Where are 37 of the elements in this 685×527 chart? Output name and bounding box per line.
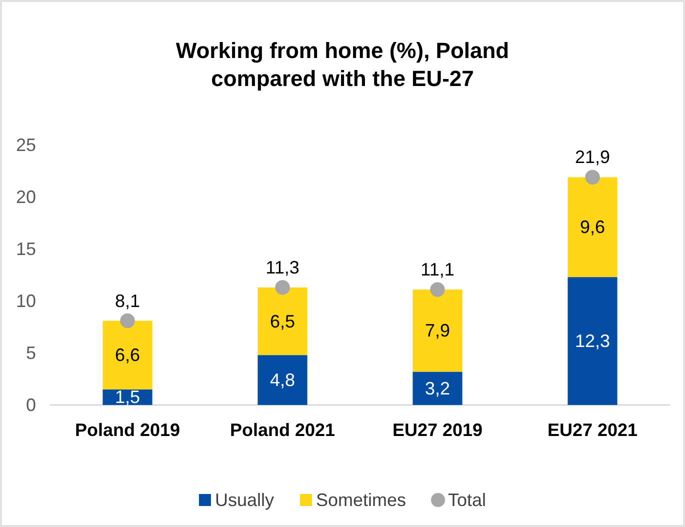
y-tick-label: 5 [26, 342, 36, 363]
y-tick-label: 10 [16, 290, 36, 311]
data-label: 1,5 [114, 387, 140, 408]
data-label: 6,5 [270, 311, 296, 332]
data-label: 4,8 [270, 370, 296, 390]
data-label: 12,3 [574, 331, 610, 352]
bar [568, 277, 618, 405]
x-tick-label: Poland 2021 [230, 420, 336, 440]
data-label: 7,9 [424, 320, 450, 341]
y-tick-label: 20 [16, 186, 36, 207]
legend-label: Total [448, 490, 486, 510]
bar [258, 355, 308, 405]
legend-label: Sometimes [316, 490, 406, 510]
data-label: 9,6 [580, 217, 606, 238]
data-label: 11,3 [266, 257, 300, 278]
x-tick-label: EU27 2019 [392, 420, 483, 440]
point [275, 280, 290, 295]
data-label: 21,9 [574, 147, 610, 168]
point [120, 313, 135, 328]
y-tick-label: 15 [16, 238, 36, 259]
bar [102, 320, 152, 390]
legend-label: Usually [214, 490, 274, 510]
y-tick-label: 0 [26, 394, 36, 415]
x-tick-label: Poland 2019 [74, 420, 180, 440]
point [430, 282, 445, 297]
bar [412, 290, 462, 372]
bar [412, 372, 462, 405]
bar [258, 287, 308, 356]
data-label: 11,1 [420, 260, 454, 280]
bar [568, 177, 618, 278]
x-tick-label: EU27 2021 [547, 420, 638, 440]
point [585, 170, 600, 185]
chart-title: Working from home (%), Poland compared with the EU-27 [176, 38, 510, 91]
data-label: 3,2 [424, 378, 450, 398]
y-tick-label: 25 [16, 134, 36, 155]
data-label: 8,1 [114, 290, 140, 311]
data-label: 6,6 [114, 345, 140, 366]
